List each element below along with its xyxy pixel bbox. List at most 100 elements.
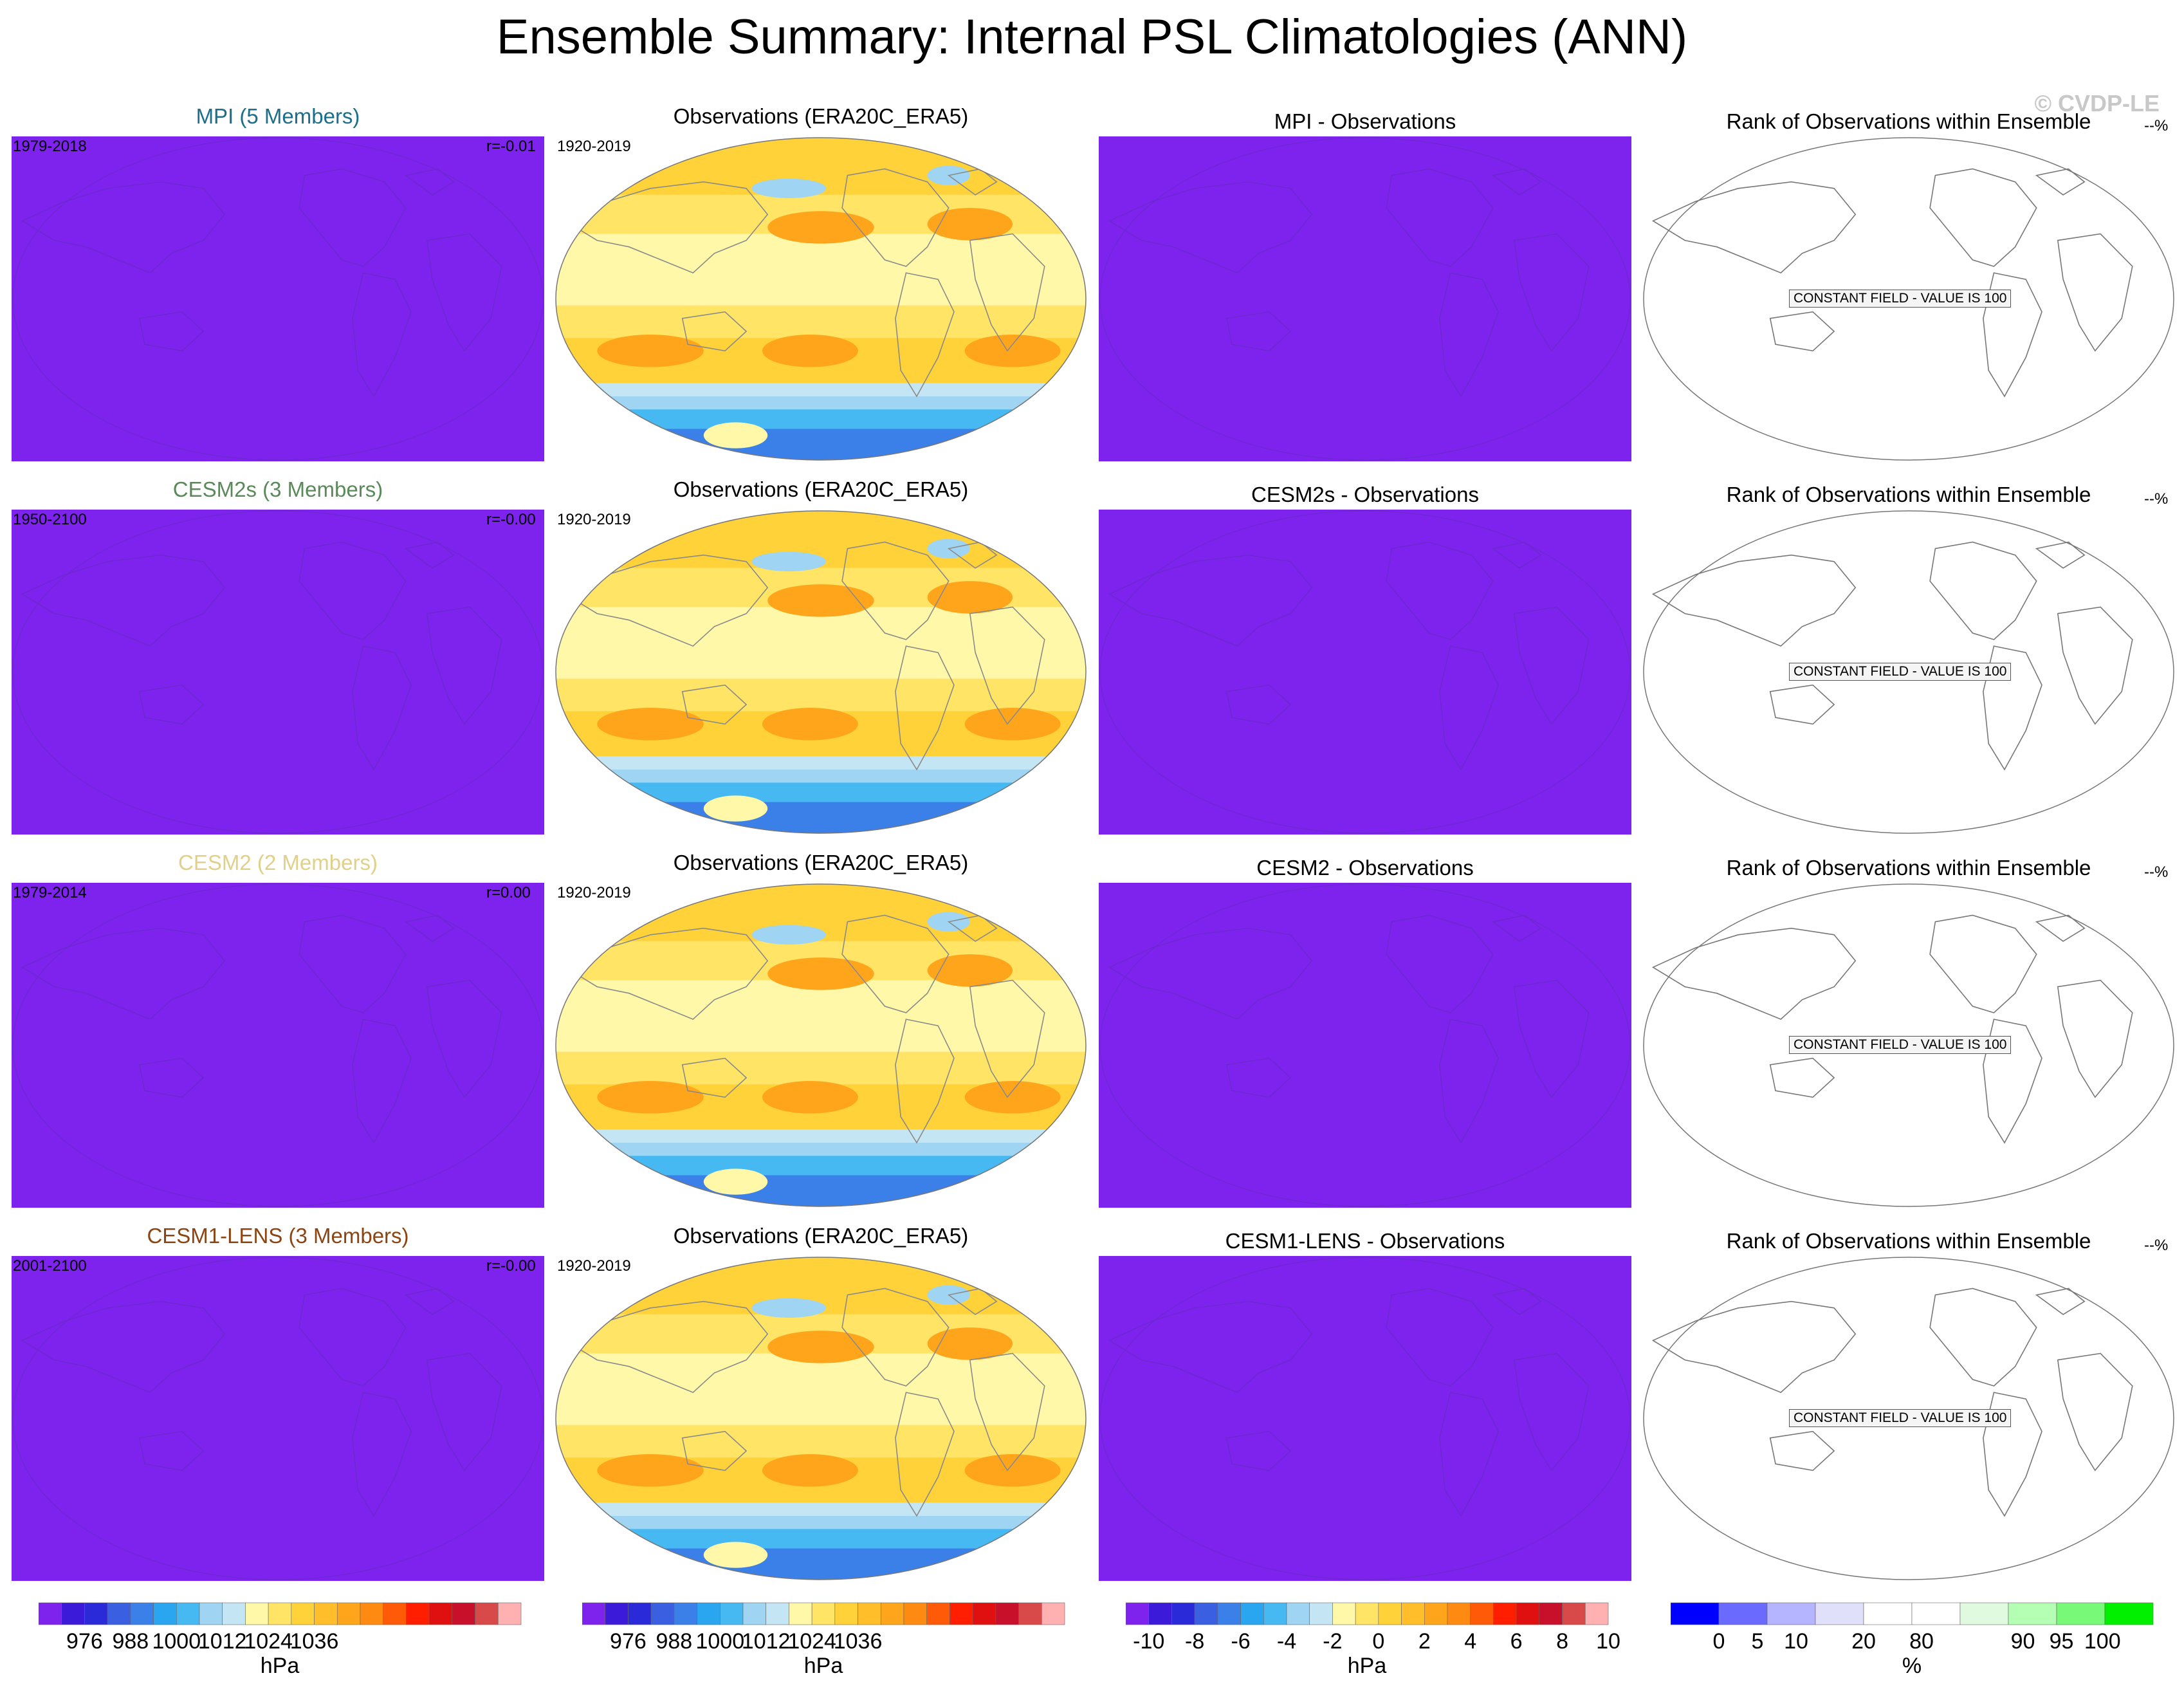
constant-field-note: CONSTANT FIELD - VALUE IS 100 (1789, 1036, 2012, 1054)
colorbar-swatch (1670, 1602, 1720, 1625)
coastline (1108, 928, 1312, 1020)
constant-fill (1099, 1256, 1631, 1581)
colorbar-swatch (1401, 1602, 1425, 1625)
coastline (895, 272, 955, 398)
colorbar-units: hPa (260, 1654, 300, 1678)
pressure-band (556, 1051, 1086, 1085)
pressure-band (556, 1425, 1086, 1458)
colorbar-swatch (858, 1602, 881, 1625)
model-pattern-correlation: r=-0.00 (486, 1257, 536, 1275)
colorbar-swatch (1959, 1602, 2009, 1625)
map-border (12, 510, 544, 834)
difference-title: CESM2 - Observations (1256, 856, 1474, 880)
colorbar-units: hPa (1347, 1654, 1387, 1678)
colorbar-swatch (268, 1602, 292, 1625)
pressure-band (556, 1548, 1086, 1580)
coastline (352, 1019, 412, 1144)
coastline (1769, 684, 1835, 725)
model-title: CESM2s (3 Members) (172, 477, 383, 501)
constant-field-note: CONSTANT FIELD - VALUE IS 100 (1789, 663, 2012, 681)
coastline (681, 684, 748, 725)
colorbar-swatch (1309, 1602, 1333, 1625)
pressure-band (556, 1353, 1086, 1425)
pressure-band (556, 1502, 1086, 1516)
constant-fill (12, 136, 544, 461)
colorbar-swatch (1718, 1602, 1768, 1625)
observations-title: Observations (ERA20C_ERA5) (673, 851, 969, 874)
coastline (427, 979, 502, 1098)
colorbar-swatch (697, 1602, 720, 1625)
coastline (1492, 168, 1542, 196)
observations-panel (555, 136, 1087, 461)
colorbar-swatch (176, 1602, 200, 1625)
coastline (2057, 233, 2133, 352)
observations-years: 1920-2019 (557, 884, 631, 901)
coastline (1769, 1430, 1835, 1472)
coastline (2035, 1288, 2086, 1315)
colorbar-swatch (314, 1602, 338, 1625)
model-panel (12, 136, 544, 461)
colorbar-swatch (406, 1602, 430, 1625)
colorbar-tick-label: 1024 (244, 1629, 293, 1654)
observations-map (555, 883, 1087, 1207)
model-pattern-correlation: r=-0.01 (486, 138, 536, 155)
colorbar-swatch (1171, 1602, 1195, 1625)
coastline (1514, 979, 1590, 1098)
coastline (1983, 272, 2042, 398)
coastline (564, 554, 769, 647)
coastline (352, 272, 412, 398)
coastline (1929, 914, 2037, 1013)
pressure-cell (964, 708, 1061, 741)
coastline (1108, 1301, 1312, 1393)
colorbar-swatch (903, 1602, 928, 1625)
coastline (1929, 168, 2037, 267)
coastline (1929, 541, 2037, 640)
coastline (1225, 1431, 1291, 1471)
coastline (1983, 1392, 2042, 1517)
constant-field-note: CONSTANT FIELD - VALUE IS 100 (1789, 290, 2012, 308)
pressure-band (556, 234, 1086, 306)
pressure-band (556, 1156, 1086, 1176)
coastline (352, 645, 412, 771)
map-border (1099, 510, 1631, 834)
observations-years: 1920-2019 (557, 511, 631, 528)
colorbar-swatch (1447, 1602, 1471, 1625)
coastline (969, 233, 1045, 352)
map-border (12, 1257, 544, 1580)
colorbar-2 (582, 1602, 1067, 1630)
difference-map (1099, 510, 1631, 835)
pressure-cell (703, 422, 768, 448)
coastline (138, 1058, 204, 1098)
colorbar-swatch (107, 1602, 131, 1625)
model-years: 1950-2100 (13, 511, 87, 528)
coastline (1651, 927, 1857, 1020)
observations-panel (555, 883, 1087, 1208)
colorbar-swatch (766, 1602, 789, 1625)
rank-panel: CONSTANT FIELD - VALUE IS 100 (1642, 136, 2175, 461)
coastline (564, 927, 769, 1020)
coastline (21, 928, 225, 1020)
model-title: CESM2 (2 Members) (178, 851, 378, 874)
colorbar-swatch (1911, 1602, 1961, 1625)
pressure-cell (751, 178, 827, 198)
colorbar-swatch (880, 1602, 904, 1625)
colorbar-tick-label: 5 (1751, 1629, 1764, 1654)
colorbar-swatch (84, 1602, 108, 1625)
pressure-band (556, 678, 1086, 712)
colorbar-swatch (950, 1602, 973, 1625)
coastline (895, 1392, 955, 1517)
coastline (1386, 541, 1494, 640)
colorbar-swatch (1355, 1602, 1379, 1625)
constant-fill (1099, 136, 1631, 461)
colorbar-tick-label: 1000 (695, 1629, 745, 1654)
coastline (427, 1352, 502, 1472)
colorbar-tick-label: 976 (610, 1629, 647, 1654)
model-panel (12, 1256, 544, 1581)
map-border (1099, 883, 1631, 1207)
colorbar-swatch (153, 1602, 177, 1625)
coastline (1769, 311, 1835, 352)
coastline (1439, 272, 1499, 398)
coastline (1225, 685, 1291, 725)
observations-years: 1920-2019 (557, 138, 631, 155)
colorbar-swatch (2056, 1602, 2106, 1625)
